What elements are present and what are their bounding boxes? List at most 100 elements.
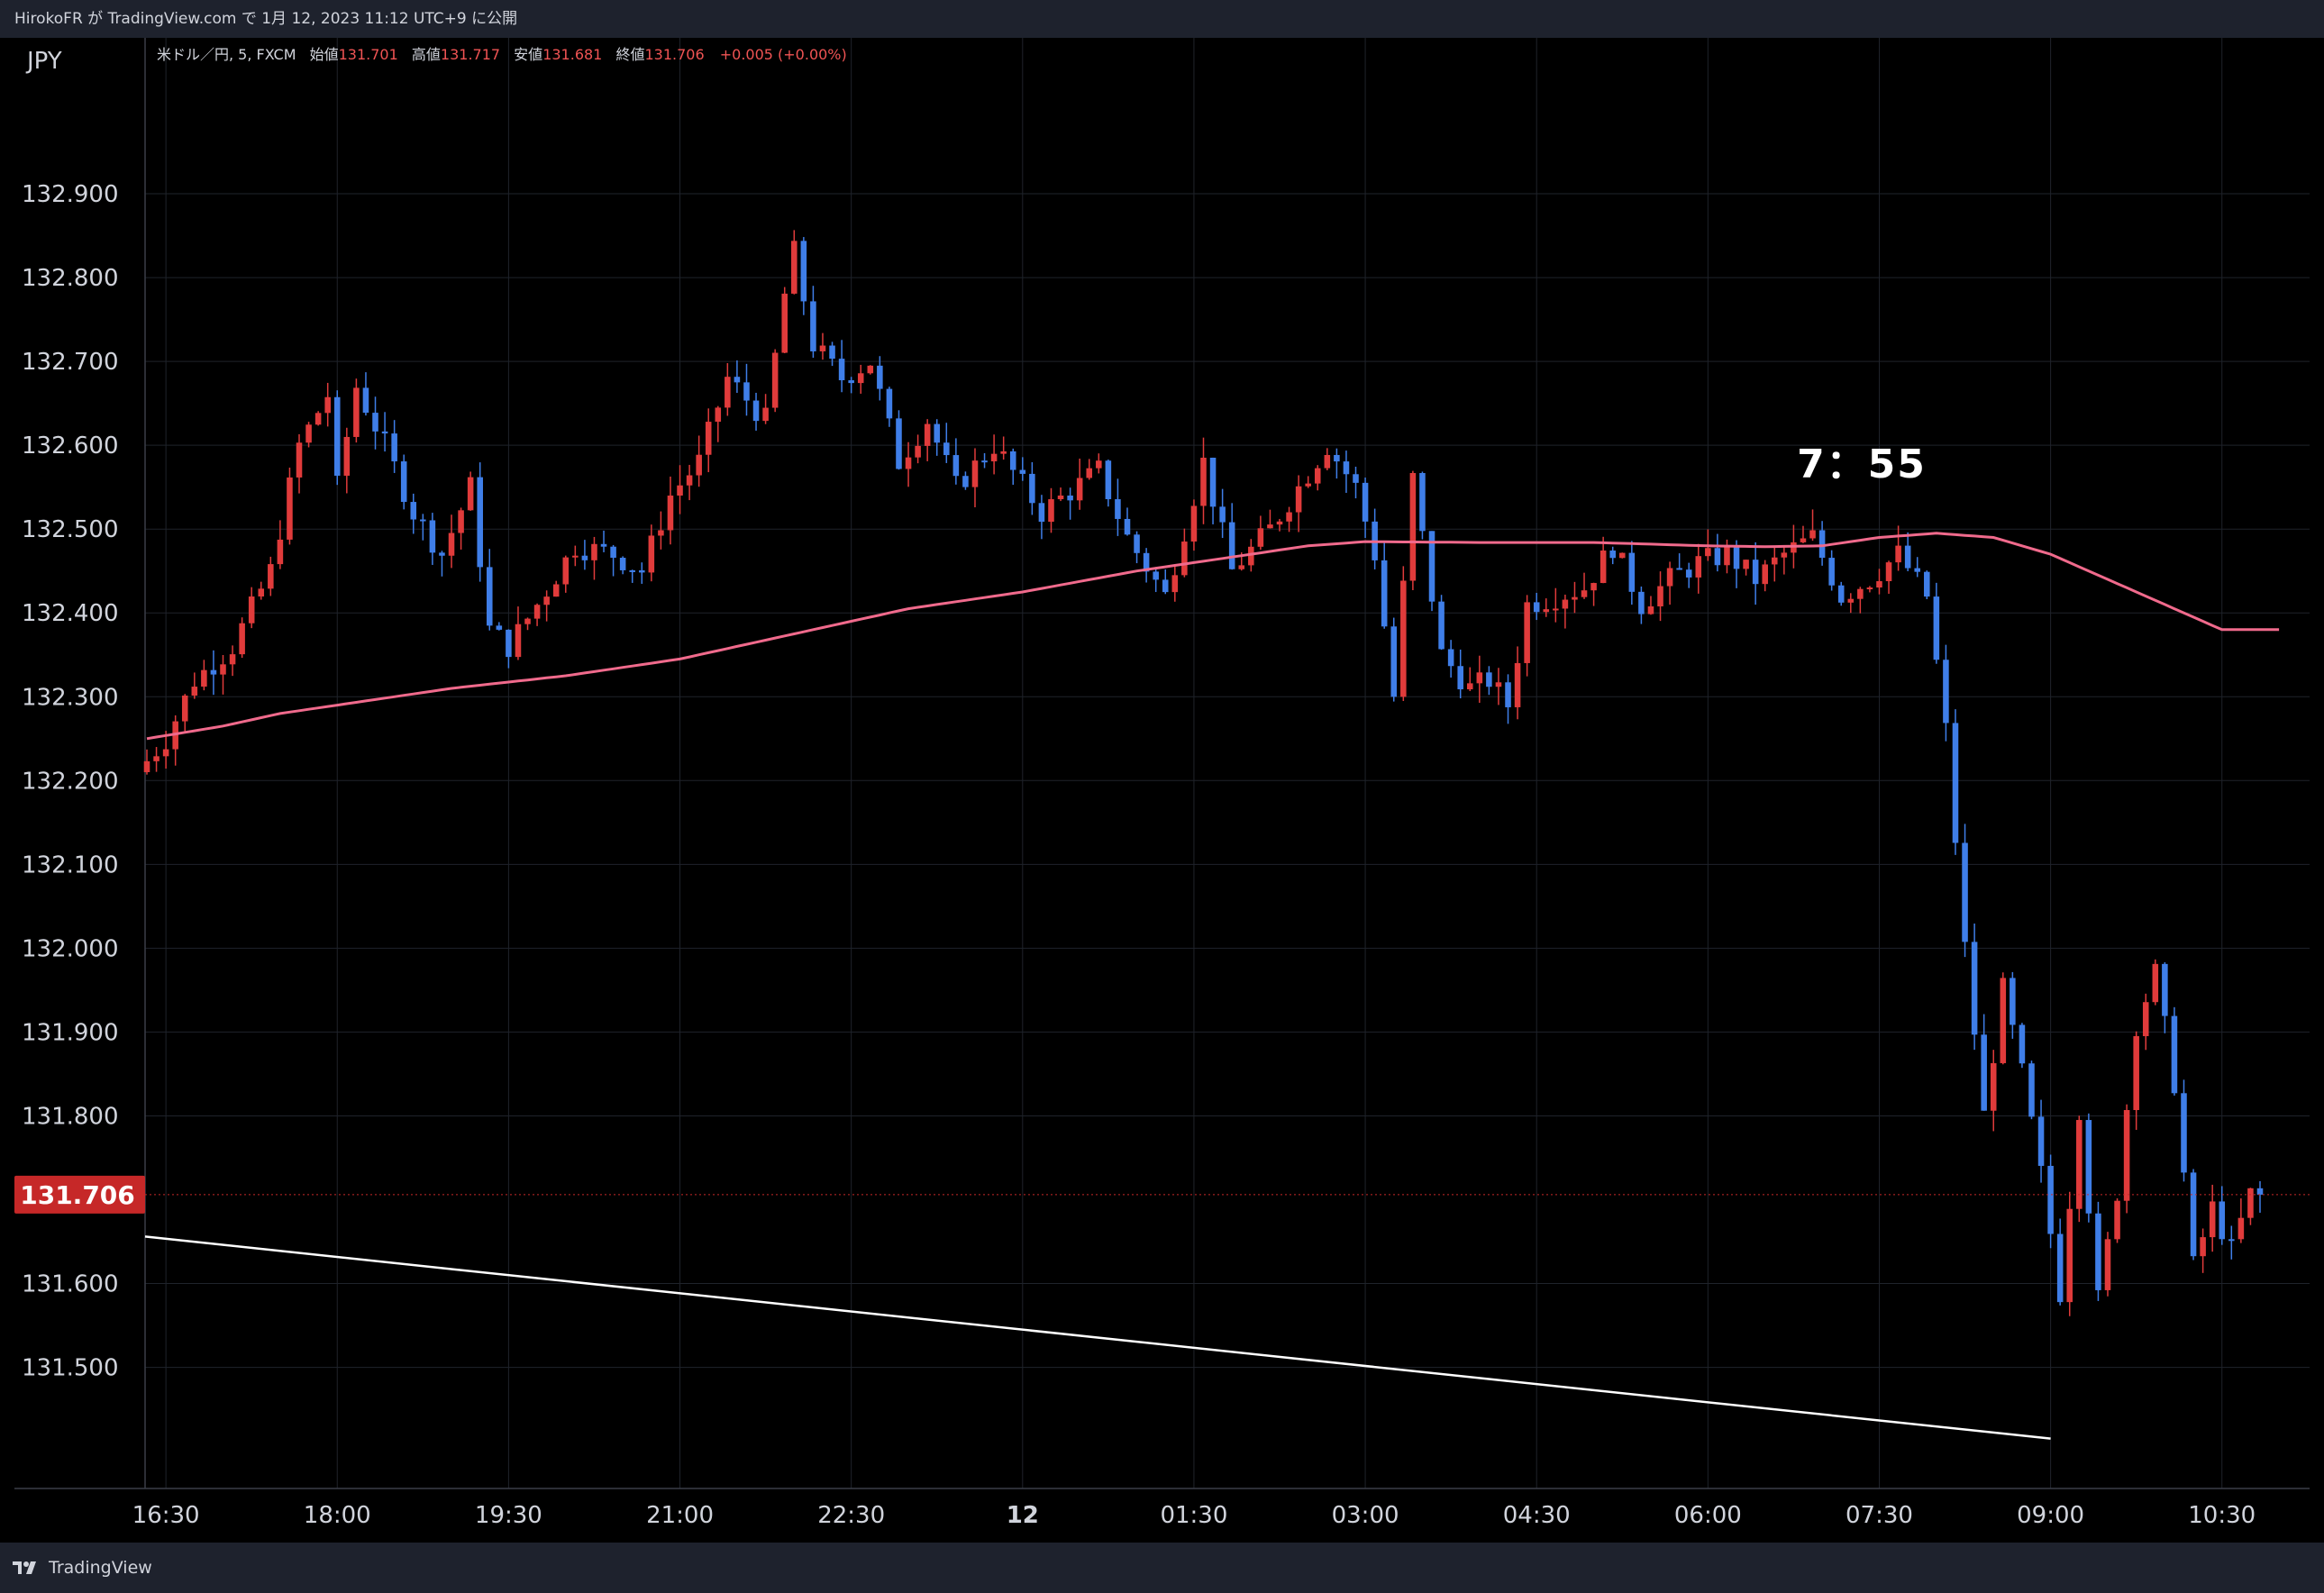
candle-body (705, 422, 712, 455)
candle-body (1105, 460, 1112, 500)
candle-body (1543, 609, 1550, 613)
candle-body (1828, 558, 1835, 586)
candle-body (715, 407, 722, 423)
candle-body (353, 387, 360, 437)
legend-open-label: 始値 (310, 46, 339, 63)
candle-body (1524, 602, 1530, 663)
candle-body (1248, 546, 1254, 566)
candle-body (181, 695, 188, 722)
y-tick-label: 132.500 (22, 516, 119, 543)
candle-body (287, 477, 293, 540)
candle-body (1171, 575, 1179, 593)
candle-body (1990, 1062, 1997, 1111)
candle-body (629, 569, 635, 572)
time-annotation[interactable]: 7：55 (1797, 441, 1927, 487)
y-tick-label: 132.900 (22, 181, 119, 208)
candle-body (896, 418, 902, 469)
candle-body (153, 756, 159, 761)
candle-body (677, 485, 683, 496)
candle-body (1209, 457, 1217, 507)
candle-body (2114, 1200, 2120, 1240)
legend-change: +0.005 (+0.00%) (720, 46, 847, 63)
candle-body (1009, 451, 1016, 470)
candle-body (220, 664, 226, 675)
candle-body (305, 424, 312, 443)
candle-body (1781, 552, 1788, 558)
candle-body (2076, 1120, 2082, 1209)
candle-body (381, 431, 388, 434)
candle-body (2047, 1165, 2054, 1234)
candle-body (1743, 560, 1749, 569)
candle-body (143, 760, 150, 772)
current-price-badge (14, 1175, 145, 1214)
legend-close-value: 131.706 (644, 46, 704, 63)
candle-body (239, 623, 245, 655)
candle-body (343, 436, 351, 476)
x-tick-label: 03:00 (1332, 1502, 1399, 1529)
candle-body (1200, 457, 1207, 506)
candle-body (2200, 1237, 2206, 1257)
candle-body (1314, 468, 1321, 484)
candle-body (1724, 546, 1730, 566)
legend-low-value: 131.681 (542, 46, 602, 63)
chart-area[interactable]: 132.900 132.800 132.700 132.600 132.500 132.4… (14, 38, 2310, 1543)
candle-body (1943, 660, 1949, 724)
legend-high-label: 高値 (412, 46, 441, 63)
candle-body (2010, 978, 2016, 1025)
candle-body (838, 359, 845, 381)
candle-body (877, 365, 883, 389)
candle-body (506, 629, 512, 658)
candle-body (391, 433, 397, 462)
x-tick-label: 21:00 (646, 1502, 714, 1529)
y-tick-label: 131.800 (22, 1103, 119, 1130)
x-tick-label: 19:30 (475, 1502, 542, 1529)
candle-body (1257, 528, 1264, 547)
x-tick-label: 18:00 (304, 1502, 371, 1529)
candle-body (1533, 602, 1540, 613)
footer-brand: TradingView (49, 1558, 152, 1578)
candle-body (248, 596, 255, 624)
candle-body (781, 293, 788, 353)
candle-body (810, 301, 816, 351)
candle-body (1181, 542, 1188, 576)
candle-body (1267, 524, 1273, 529)
candle-body (619, 558, 626, 570)
candle-body (1952, 723, 1959, 843)
candle-body (533, 605, 541, 619)
candle-body (2123, 1109, 2130, 1201)
candle-body (420, 519, 426, 522)
candle-body (1096, 460, 1102, 469)
candle-body (2028, 1063, 2035, 1117)
candle-body (800, 241, 807, 302)
candle-body (1124, 518, 1131, 535)
candle-body (743, 382, 750, 401)
candle-body (1409, 473, 1417, 581)
candle-body (1438, 601, 1445, 650)
candle-body (210, 669, 217, 675)
time-axis[interactable]: 16:30 18:00 19:30 21:00 22:30 12 01:30 03:00 04:… (132, 1502, 2310, 1529)
candle-body (229, 654, 236, 665)
candle-body (467, 477, 474, 511)
price-axis[interactable]: 132.900 132.800 132.700 132.600 132.500 132.4… (22, 181, 119, 1382)
candle-body (1324, 454, 1331, 469)
candlestick-chart[interactable]: 132.900 132.800 132.700 132.600 132.500 132.4… (14, 38, 2310, 1543)
candle-body (1067, 496, 1073, 501)
candle-body (1914, 568, 1921, 572)
candle-body (2066, 1208, 2073, 1303)
candle-body (1581, 590, 1588, 597)
candle-body (1609, 551, 1616, 559)
candle-body (924, 423, 931, 446)
trendline[interactable] (144, 1235, 2051, 1440)
candle-body (515, 624, 522, 658)
candle-body (971, 460, 979, 487)
candle-body (857, 373, 864, 384)
candle-body (362, 387, 369, 414)
candle-body (1029, 473, 1035, 504)
candle-body (962, 476, 969, 487)
moving-average-line (146, 532, 2280, 741)
candle-body (2019, 1024, 2026, 1064)
x-tick-label: 01:30 (1160, 1502, 1227, 1529)
footer: TradingView (0, 1543, 2324, 1593)
candle-body (1086, 468, 1093, 478)
candle-body (1505, 682, 1511, 707)
